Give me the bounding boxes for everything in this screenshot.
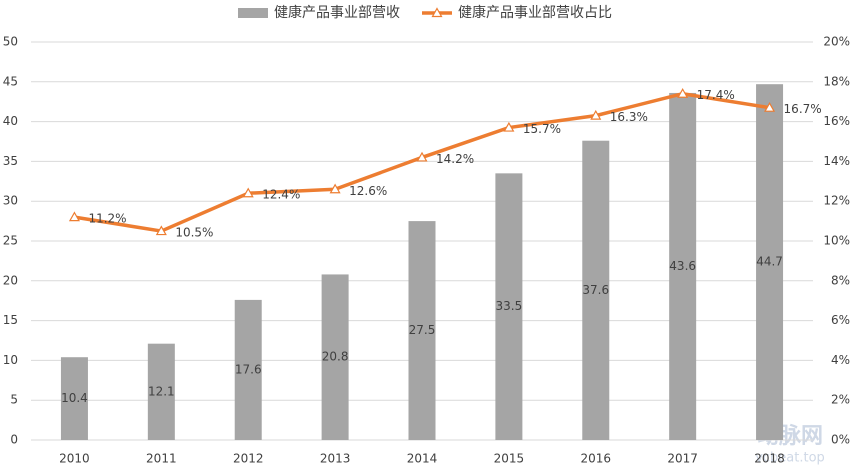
bar-value-label: 10.4: [61, 391, 88, 405]
bar-value-label: 20.8: [322, 350, 349, 364]
y-tick-label: 40: [3, 114, 18, 128]
line-marker: [416, 151, 428, 162]
line-marker: [155, 225, 167, 236]
bar-value-label: 43.6: [669, 259, 696, 273]
y2-tick-label: 14%: [823, 154, 850, 168]
bar-value-label: 44.7: [756, 255, 783, 269]
line-value-label: 15.7%: [523, 122, 561, 136]
line-value-label: 16.7%: [784, 102, 822, 116]
y2-tick-label: 10%: [823, 234, 850, 248]
watermark-url: vcbeat.top: [755, 451, 825, 466]
x-tick-label: 2018: [754, 452, 785, 466]
bar: [495, 173, 523, 440]
y-tick-label: 15: [3, 313, 18, 327]
y-tick-label: 25: [3, 234, 18, 248]
y2-tick-label: 16%: [823, 114, 850, 128]
x-tick-label: 2015: [494, 452, 525, 466]
bar: [582, 140, 610, 441]
y-tick-label: 20: [3, 273, 18, 287]
bar: [60, 357, 88, 440]
line-marker: [677, 88, 689, 98]
bar: [234, 299, 262, 440]
y2-tick-label: 4%: [831, 353, 850, 367]
x-tick-label: 2017: [667, 452, 698, 466]
bar: [669, 92, 697, 440]
bar: [147, 343, 175, 440]
legend-label: 健康产品事业部营收: [274, 4, 400, 21]
line-marker: [329, 183, 341, 194]
y-tick-label: 5: [10, 393, 18, 407]
y-tick-label: 10: [3, 353, 18, 367]
line-value-label: 10.5%: [175, 226, 213, 240]
line-value-label: 14.2%: [436, 152, 474, 166]
line-marker: [68, 211, 80, 222]
legend-label: 健康产品事业部营收占比: [458, 4, 612, 21]
x-tick-label: 2010: [59, 452, 90, 466]
line-value-label: 11.2%: [88, 212, 126, 226]
bar: [408, 221, 436, 440]
y-tick-label: 0: [10, 433, 18, 447]
bar: [321, 274, 349, 440]
y2-tick-label: 2%: [831, 393, 850, 407]
line: [74, 91, 770, 233]
x-tick-label: 2013: [320, 452, 351, 466]
legend-marker: [431, 7, 443, 18]
bar-value-label: 27.5: [409, 323, 436, 337]
x-tick-label: 2012: [233, 452, 264, 466]
y2-tick-label: 20%: [823, 35, 850, 49]
legend-swatch: [238, 8, 268, 18]
y2-tick-label: 8%: [831, 273, 850, 287]
y-tick-label: 35: [3, 154, 18, 168]
x-tick-label: 2016: [581, 452, 612, 466]
line-marker: [503, 121, 515, 132]
line-marker: [590, 109, 602, 120]
line-marker: [764, 101, 776, 112]
bar: [756, 84, 784, 441]
y2-tick-label: 0%: [831, 433, 850, 447]
line-marker: [242, 187, 254, 198]
y-tick-label: 30: [3, 194, 18, 208]
line-value-label: 16.3%: [610, 110, 648, 124]
bar-value-label: 12.1: [148, 384, 175, 398]
line-value-label: 17.4%: [697, 88, 735, 102]
line-value-label: 12.4%: [262, 188, 300, 202]
bar-value-label: 33.5: [496, 299, 523, 313]
y-tick-label: 45: [3, 74, 18, 88]
line-value-label: 12.6%: [349, 184, 387, 198]
y-tick-label: 50: [3, 35, 18, 49]
x-tick-label: 2014: [407, 452, 438, 466]
y2-tick-label: 6%: [831, 313, 850, 327]
x-tick-label: 2011: [146, 452, 177, 466]
bar-value-label: 17.6: [235, 362, 262, 376]
y2-tick-label: 12%: [823, 194, 850, 208]
bar-value-label: 37.6: [582, 283, 609, 297]
y2-tick-label: 18%: [823, 74, 850, 88]
